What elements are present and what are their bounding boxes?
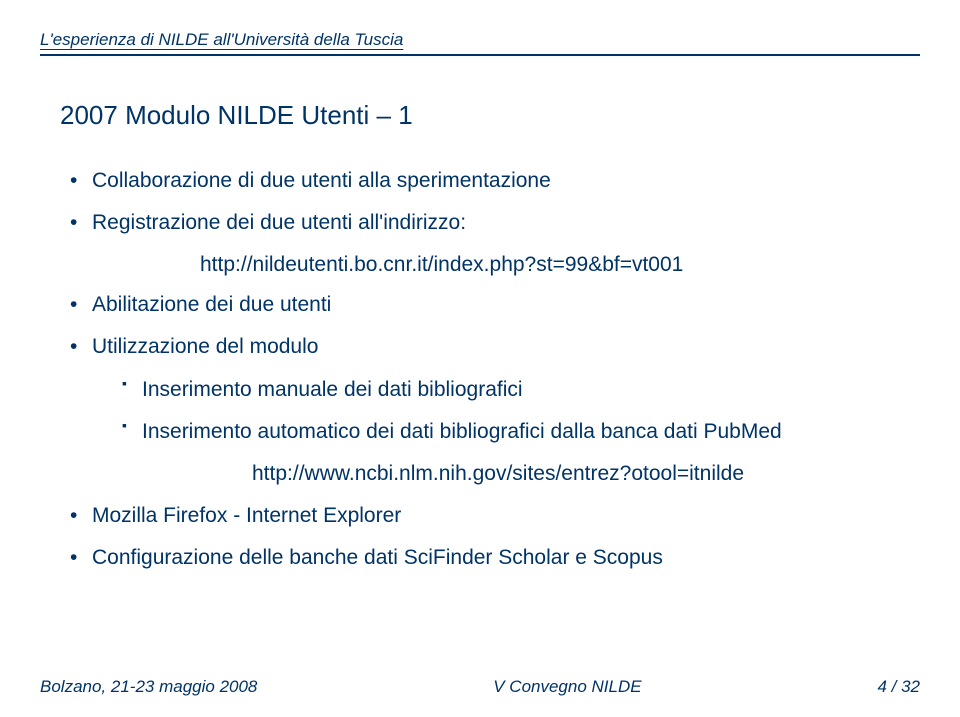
slide: L'esperienza di NILDE all'Università del…	[0, 0, 960, 717]
slide-title: 2007 Modulo NILDE Utenti – 1	[60, 100, 920, 131]
footer-center: V Convegno NILDE	[493, 677, 641, 697]
list-item: Configurazione delle banche dati SciFind…	[70, 538, 920, 578]
list-item: Abilitazione dei due utenti	[70, 285, 920, 325]
list-item: Collaborazione di due utenti alla sperim…	[70, 161, 920, 201]
sub-list-item: Inserimento automatico dei dati bibliogr…	[122, 412, 920, 452]
sub-list: Inserimento manuale dei dati bibliografi…	[122, 370, 920, 452]
sub-list-item: Inserimento manuale dei dati bibliografi…	[122, 370, 920, 410]
footer-right: 4 / 32	[877, 677, 920, 697]
slide-footer: Bolzano, 21-23 maggio 2008 V Convegno NI…	[40, 677, 920, 697]
bullet-list: Collaborazione di due utenti alla sperim…	[70, 161, 920, 243]
url-text: http://nildeutenti.bo.cnr.it/index.php?s…	[200, 245, 920, 285]
list-item: Registrazione dei due utenti all'indiriz…	[70, 203, 920, 243]
list-item: Utilizzazione del modulo Inserimento man…	[70, 327, 920, 495]
slide-header: L'esperienza di NILDE all'Università del…	[40, 30, 920, 52]
footer-left: Bolzano, 21-23 maggio 2008	[40, 677, 257, 697]
list-item-label: Utilizzazione del modulo	[92, 335, 318, 358]
list-item: Mozilla Firefox - Internet Explorer	[70, 496, 920, 536]
bullet-list: Abilitazione dei due utenti Utilizzazion…	[70, 285, 920, 578]
header-rule	[40, 54, 920, 56]
url-text: http://www.ncbi.nlm.nih.gov/sites/entrez…	[252, 454, 920, 494]
